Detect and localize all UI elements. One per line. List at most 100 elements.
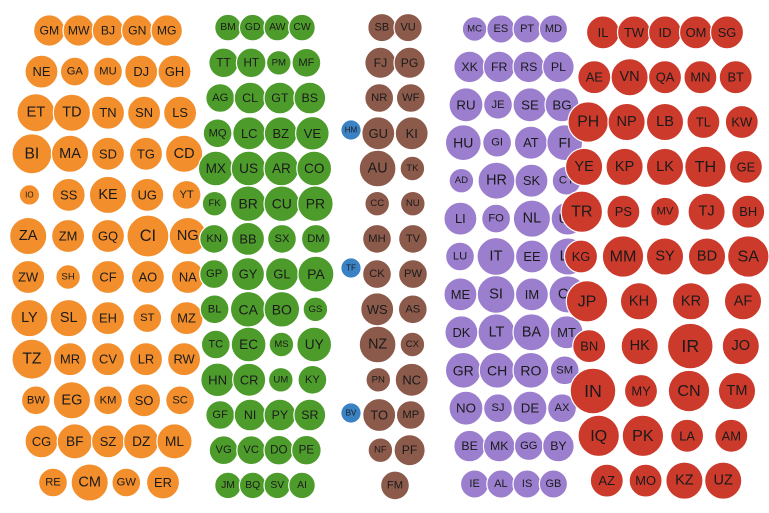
bubble-ca [229, 290, 267, 328]
bubble-sj [483, 393, 514, 424]
bubble-gg [513, 431, 544, 462]
bubble-sn [127, 95, 162, 130]
bubble-ky [297, 364, 328, 395]
bubble-gb [538, 469, 569, 499]
bubble-cm [70, 463, 109, 502]
bubble-tg [128, 136, 164, 171]
bubble-ni [233, 398, 267, 432]
bubble-nu [399, 190, 426, 217]
bubble-na [170, 259, 205, 295]
bubble-mk [482, 429, 516, 463]
bubble-ma [50, 134, 90, 173]
bubble-gi [482, 127, 513, 158]
bubble-ph [567, 101, 610, 143]
bubble-sc [165, 385, 196, 416]
bubble-al [486, 469, 516, 499]
bubble-cc [364, 190, 391, 217]
bubble-ga [59, 56, 90, 87]
bubble-sg [709, 15, 745, 50]
bubble-pe [291, 434, 322, 466]
bubble-lr [128, 342, 164, 377]
bubble-fr [482, 50, 516, 84]
bubble-sy [645, 237, 685, 276]
bubble-pn [365, 366, 392, 393]
bubble-se [512, 87, 548, 123]
bubble-gf [205, 400, 236, 431]
bubble-lu [445, 241, 476, 272]
bubble-gq [90, 218, 126, 254]
bubble-us [230, 150, 267, 187]
bubble-tz [11, 338, 53, 380]
bubble-ly [10, 298, 49, 338]
bubble-bm [214, 13, 242, 42]
bubble-hk [620, 326, 659, 366]
bubble-sx [267, 223, 298, 254]
bubble-hu [444, 124, 482, 162]
bubble-ru [448, 87, 484, 123]
bubble-lc [232, 116, 267, 151]
bubble-mm [601, 235, 645, 278]
bubble-gn [121, 14, 154, 47]
bubble-nc [394, 362, 429, 397]
bubble-hn [200, 362, 236, 398]
bubble-to [362, 397, 397, 433]
bubble-ml [156, 423, 193, 460]
bubble-zm [50, 218, 86, 254]
bubble-vg [208, 435, 239, 466]
bubble-ki [394, 116, 429, 151]
bubble-lb [645, 102, 685, 142]
bubble-tc [200, 329, 231, 360]
bubble-it [476, 236, 516, 277]
bubble-la [669, 418, 705, 453]
bubble-ad [448, 167, 475, 194]
bubble-mr [52, 342, 88, 377]
bubble-re [37, 467, 68, 498]
bubble-gp [199, 259, 230, 290]
bubble-mw [62, 14, 95, 47]
bubble-ee [514, 239, 550, 274]
bubble-uz [704, 461, 743, 500]
bubble-az [589, 463, 624, 498]
bubble-bs [293, 81, 327, 115]
bubble-kg [563, 239, 599, 274]
bubble-yt [171, 179, 202, 210]
bubble-gd [238, 13, 267, 42]
bubble-cw [288, 13, 316, 42]
bubble-aw [263, 13, 292, 42]
bubble-ec [230, 326, 267, 363]
bubble-et [16, 93, 56, 133]
bubble-kw [724, 104, 759, 140]
bubble-ve [295, 115, 330, 151]
bubble-ai [288, 471, 316, 500]
bubble-cx [399, 331, 426, 358]
bubble-pw [398, 259, 429, 290]
bubble-ls [163, 95, 198, 130]
bubble-ao [130, 259, 165, 295]
bubble-om [678, 15, 714, 50]
bubble-gt [263, 81, 297, 115]
bubble-za [9, 216, 48, 256]
bubble-gw [111, 467, 142, 498]
bubble-kp [605, 147, 644, 187]
bubble-cd [164, 134, 204, 173]
bubble-am [714, 418, 749, 453]
bubble-im [514, 277, 550, 312]
bubble-kh [619, 282, 659, 321]
bubble-be [453, 429, 487, 463]
bubble-ag [205, 82, 236, 113]
bubble-mq [202, 118, 233, 149]
bubble-fm [380, 470, 411, 501]
bubble-rs [512, 50, 546, 84]
bubble-vc [236, 435, 267, 466]
bubble-af [723, 282, 763, 321]
bubble-at [513, 125, 549, 160]
bubble-ir [666, 322, 714, 370]
bubble-cr [232, 362, 267, 397]
bubble-td [52, 93, 92, 132]
bubble-bo [263, 290, 301, 328]
bubble-tv [398, 223, 429, 254]
bubble-mv [649, 196, 680, 227]
bubble-nl [512, 199, 552, 238]
bubble-dk [444, 315, 479, 350]
